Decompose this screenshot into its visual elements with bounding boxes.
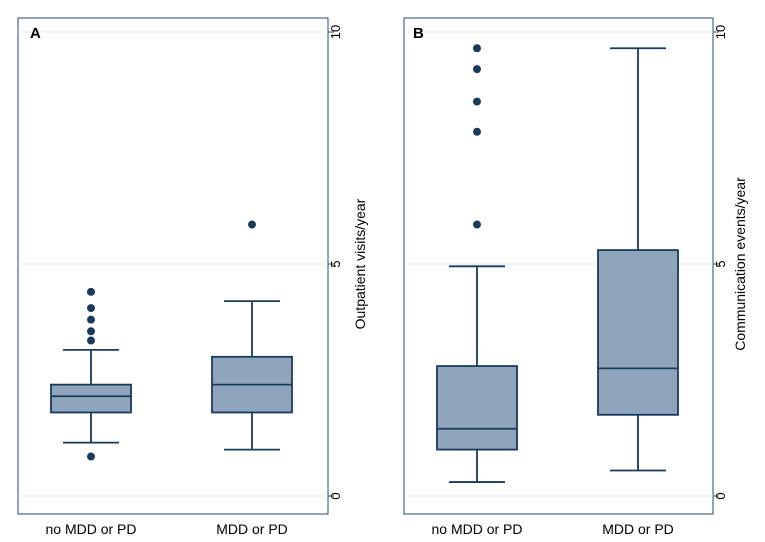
- x-category-label: MDD or PD: [216, 521, 288, 537]
- y-axis-label: Outpatient visits/year: [352, 198, 368, 329]
- outlier-point: [87, 287, 95, 296]
- x-category-label: no MDD or PD: [431, 521, 522, 537]
- box-0: [50, 287, 132, 461]
- box-1: [597, 47, 679, 472]
- y-tick-label: 0: [713, 492, 728, 499]
- box-iqr: [50, 383, 132, 414]
- panel-b: 0 5 10 B Communication events/year no MDD or …: [403, 17, 748, 537]
- outlier-point: [87, 452, 95, 461]
- outlier-point: [473, 44, 481, 53]
- outlier-point: [87, 304, 95, 313]
- outlier-point: [473, 220, 481, 229]
- outlier-point: [87, 336, 95, 345]
- y-tick-label: 5: [328, 260, 343, 267]
- y-tick-label: 10: [328, 25, 343, 39]
- panel-label: B: [413, 25, 424, 42]
- y-tick-label: 5: [713, 260, 728, 267]
- box-iqr: [597, 249, 679, 416]
- box-1: [211, 220, 293, 451]
- outlier-point: [473, 97, 481, 106]
- box-0: [436, 44, 518, 483]
- panel-label: A: [30, 25, 41, 42]
- panel-a: 0 5 10 A Outpatient visits/year no MDD or PD M…: [17, 17, 368, 537]
- outlier-point: [473, 65, 481, 74]
- plot-frame: [17, 17, 329, 515]
- outlier-point: [87, 327, 95, 336]
- outlier-point: [248, 220, 256, 229]
- x-category-label: MDD or PD: [602, 521, 674, 537]
- outlier-point: [87, 315, 95, 324]
- x-category-label: no MDD or PD: [45, 521, 136, 537]
- y-tick-label: 0: [328, 492, 343, 499]
- y-axis-label: Communication events/year: [732, 177, 748, 351]
- box-iqr: [436, 365, 518, 451]
- outlier-point: [473, 127, 481, 136]
- y-tick-label: 10: [713, 25, 728, 39]
